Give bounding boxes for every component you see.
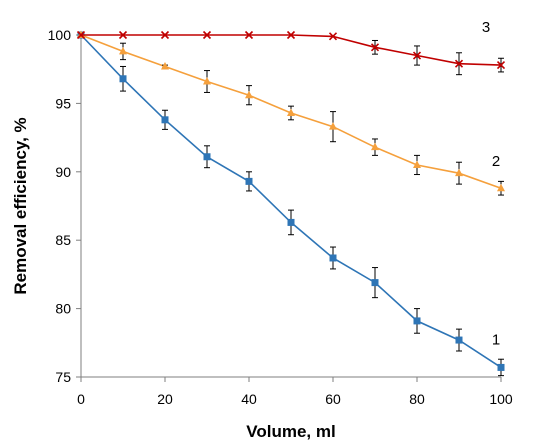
- series-2-point: [329, 122, 337, 130]
- x-tick-label: 100: [489, 391, 513, 407]
- series-3-point: [370, 43, 380, 52]
- series-1-point: [455, 336, 463, 344]
- series-1-point: [371, 279, 379, 287]
- series-3-point: [412, 51, 422, 60]
- series-1-point: [497, 363, 505, 371]
- series-3-point: [118, 30, 128, 40]
- series-label-1: 1: [492, 331, 500, 348]
- series-1-point: [413, 317, 421, 325]
- x-tick-label: 40: [241, 391, 257, 407]
- series-2-point: [455, 168, 463, 177]
- x-tick-label: 60: [325, 391, 341, 407]
- series-label-2: 2: [492, 153, 500, 170]
- series-1-point: [287, 218, 295, 226]
- series-2-point: [497, 183, 505, 192]
- series-1-point: [329, 254, 337, 262]
- series-2-point: [161, 61, 169, 70]
- series-3-point: [286, 30, 296, 40]
- y-tick-label: 80: [55, 301, 71, 317]
- y-tick-group: 75 80 85 90 95 100: [48, 27, 81, 385]
- x-tick-group: 0 20 40 60 80 100: [77, 377, 513, 407]
- x-axis-title: Volume, ml: [246, 422, 335, 441]
- series-3: [76, 30, 506, 76]
- series-3-point: [454, 59, 464, 68]
- series-1: [77, 31, 505, 377]
- series-2: [77, 30, 505, 196]
- x-tick-label: 80: [409, 391, 425, 407]
- series-3-point: [160, 30, 170, 40]
- series-2-point: [371, 142, 379, 151]
- series-labels: 1 2 3: [482, 19, 500, 348]
- series-1-point: [203, 153, 211, 161]
- y-tick-label: 85: [55, 232, 71, 248]
- series-3-point: [202, 30, 212, 40]
- x-tick-label: 20: [157, 391, 173, 407]
- y-tick-label: 90: [55, 164, 71, 180]
- y-tick-label: 95: [55, 95, 71, 111]
- y-tick-label: 75: [55, 369, 71, 385]
- series-2-point: [413, 160, 421, 168]
- series-2-point: [203, 77, 211, 85]
- series-3-point: [328, 32, 338, 41]
- series-3-point: [244, 30, 254, 40]
- series-2-point: [119, 46, 127, 55]
- series-1-point: [245, 177, 253, 185]
- series-2-point: [287, 108, 295, 116]
- series-1-point: [119, 75, 127, 83]
- y-tick-label: 100: [48, 27, 72, 43]
- series-1-line: [80, 34, 502, 369]
- y-axis-title: Removal efficiency, %: [11, 117, 30, 294]
- series-layer: [76, 30, 506, 377]
- series-label-3: 3: [482, 19, 490, 36]
- series-1-point: [161, 116, 169, 124]
- series-3-point: [496, 61, 506, 70]
- series-2-point: [245, 90, 253, 99]
- series-3-line: [81, 34, 502, 66]
- x-tick-label: 0: [77, 391, 85, 407]
- series-3-point: [76, 30, 86, 40]
